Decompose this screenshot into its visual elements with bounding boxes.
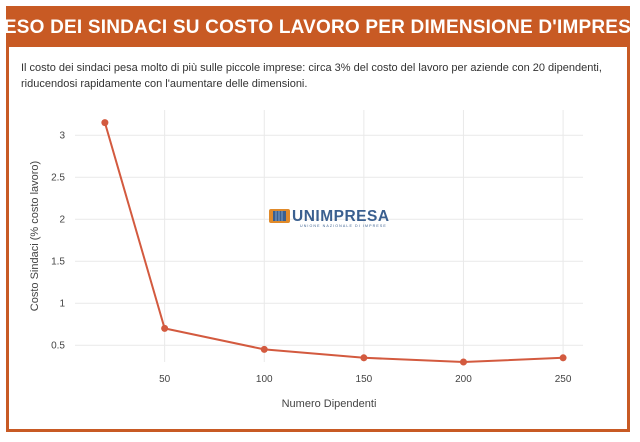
x-tick-label: 150 [356,374,373,385]
watermark-tagline: UNIONE NAZIONALE DI IMPRESE [300,224,387,228]
unimpresa-logo-icon [269,209,290,223]
grid-lines [75,110,583,362]
axes: 50 100 150 200 250 0.5 1 1.5 2 2.5 3 [51,131,572,385]
data-point [260,345,268,353]
y-tick-label: 1.5 [51,257,65,268]
header-bar: PESO DEI SINDACI SU COSTO LAVORO PER DIM… [0,9,640,47]
data-points [101,119,567,366]
chart-description: Il costo dei sindaci pesa molto di più s… [21,62,602,90]
data-point [559,354,567,362]
watermark-brand: UNIMPRESA [292,208,390,225]
data-point [459,358,467,366]
y-tick-label: 1 [59,299,65,310]
y-tick-label: 2.5 [51,173,65,184]
unimpresa-watermark: UNIMPRESA UNIONE NAZIONALE DI IMPRESE [269,208,390,228]
x-tick-label: 200 [455,374,472,385]
x-tick-label: 100 [256,374,273,385]
x-axis-label: Numero Dipendenti [282,398,377,410]
data-point [161,324,169,332]
y-axis-label: Costo Sindaci (% costo lavoro) [29,161,41,311]
y-tick-label: 2 [59,215,65,226]
x-tick-label: 50 [159,374,171,385]
page-title: PESO DEI SINDACI SU COSTO LAVORO PER DIM… [0,17,640,38]
x-tick-label: 250 [555,374,572,385]
y-tick-label: 0.5 [51,341,65,352]
data-point [360,354,368,362]
y-tick-label: 3 [59,131,65,142]
series-line [103,122,564,364]
data-point [101,119,109,127]
